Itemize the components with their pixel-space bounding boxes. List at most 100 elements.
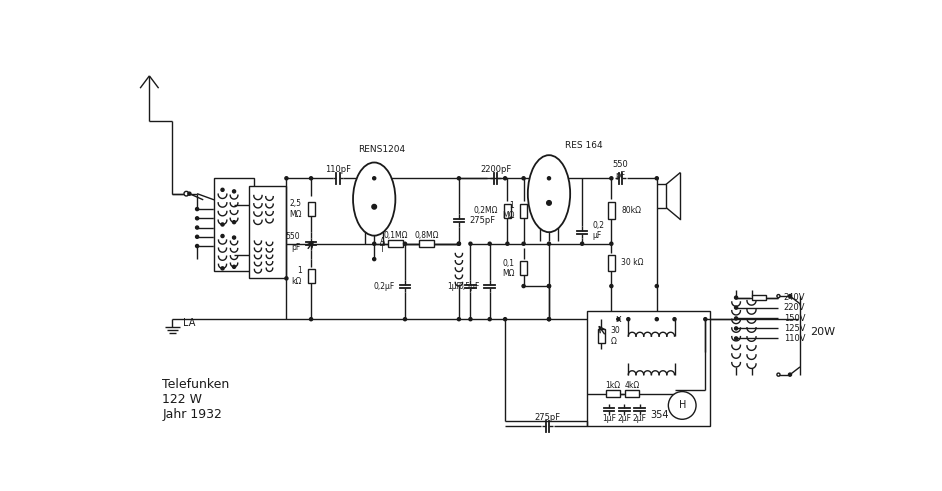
Circle shape <box>310 318 313 321</box>
Text: 1
MΩ: 1 MΩ <box>502 201 514 220</box>
Circle shape <box>488 242 491 246</box>
Circle shape <box>788 373 791 376</box>
Text: 20W: 20W <box>810 327 835 337</box>
Text: 110pF: 110pF <box>325 165 351 174</box>
Circle shape <box>196 226 199 229</box>
Circle shape <box>504 177 507 180</box>
Circle shape <box>184 191 188 196</box>
Circle shape <box>458 318 461 321</box>
Circle shape <box>458 242 461 246</box>
Bar <box>308 269 315 283</box>
Circle shape <box>196 235 199 238</box>
Text: H: H <box>678 401 686 410</box>
Text: 550
pF: 550 pF <box>285 232 300 252</box>
Circle shape <box>673 318 676 321</box>
Circle shape <box>284 177 288 180</box>
Circle shape <box>458 242 461 246</box>
Text: 0,1MΩ: 0,1MΩ <box>383 231 408 240</box>
Circle shape <box>403 318 407 321</box>
Text: 2200pF: 2200pF <box>480 165 512 174</box>
Circle shape <box>777 295 780 298</box>
Circle shape <box>469 318 472 321</box>
Circle shape <box>735 306 738 309</box>
Circle shape <box>233 220 236 224</box>
Circle shape <box>609 177 613 180</box>
Bar <box>608 254 615 272</box>
Circle shape <box>221 223 224 226</box>
Text: 1
kΩ: 1 kΩ <box>291 266 301 286</box>
Circle shape <box>668 391 696 419</box>
Text: 4kΩ: 4kΩ <box>625 381 640 390</box>
Ellipse shape <box>528 155 570 232</box>
Circle shape <box>233 236 236 239</box>
Circle shape <box>580 242 584 246</box>
Circle shape <box>196 208 199 211</box>
Circle shape <box>458 177 461 180</box>
Circle shape <box>522 284 525 288</box>
Circle shape <box>609 284 613 288</box>
Bar <box>504 204 511 218</box>
Bar <box>606 390 620 397</box>
Text: 30
Ω: 30 Ω <box>610 327 621 346</box>
Text: 0,2
μF: 0,2 μF <box>593 221 604 240</box>
Bar <box>520 261 528 275</box>
Circle shape <box>284 277 288 280</box>
Text: 0,8MΩ: 0,8MΩ <box>414 231 439 240</box>
Text: 0,2MΩ: 0,2MΩ <box>474 206 498 215</box>
Circle shape <box>372 204 377 209</box>
Text: 30 kΩ: 30 kΩ <box>622 258 644 268</box>
Circle shape <box>187 192 191 195</box>
Text: 550
pF: 550 pF <box>612 160 628 180</box>
Bar <box>214 178 254 271</box>
Circle shape <box>196 245 199 247</box>
Bar <box>419 240 434 247</box>
Text: RES 164: RES 164 <box>565 140 603 150</box>
Circle shape <box>403 242 407 246</box>
Circle shape <box>546 201 551 205</box>
Circle shape <box>547 242 550 246</box>
Circle shape <box>233 265 236 269</box>
Circle shape <box>373 177 376 180</box>
Text: LA: LA <box>184 318 196 328</box>
Circle shape <box>735 337 738 340</box>
Circle shape <box>373 242 376 246</box>
Circle shape <box>488 318 491 321</box>
Bar <box>598 329 605 343</box>
Bar <box>608 202 615 219</box>
Circle shape <box>735 317 738 320</box>
Text: 0,2μF: 0,2μF <box>374 281 395 291</box>
Ellipse shape <box>353 163 396 236</box>
Text: 354: 354 <box>650 410 669 420</box>
Text: 1μF: 1μF <box>602 414 616 423</box>
Circle shape <box>221 235 224 238</box>
Text: 275pF: 275pF <box>534 413 560 422</box>
Text: T: T <box>380 245 384 254</box>
Circle shape <box>656 284 658 288</box>
Circle shape <box>626 318 630 321</box>
Text: Telefunken
122 W
Jahr 1932: Telefunken 122 W Jahr 1932 <box>162 379 230 421</box>
Text: 80kΩ: 80kΩ <box>622 206 642 215</box>
Circle shape <box>617 318 620 321</box>
Text: 1kΩ: 1kΩ <box>606 381 621 390</box>
Circle shape <box>504 318 507 321</box>
Circle shape <box>506 242 509 246</box>
Text: 1μF: 1μF <box>447 281 462 291</box>
Circle shape <box>547 318 550 321</box>
Text: 0,5μF: 0,5μF <box>459 281 479 291</box>
Bar <box>587 311 710 426</box>
Circle shape <box>547 284 550 288</box>
Text: 110V: 110V <box>784 334 805 343</box>
Text: 2μF: 2μF <box>617 414 631 423</box>
Circle shape <box>233 190 236 193</box>
Circle shape <box>735 296 738 299</box>
Text: 150V: 150V <box>784 314 805 323</box>
Circle shape <box>547 177 550 180</box>
Text: RENS1204: RENS1204 <box>358 144 405 154</box>
Bar <box>388 240 403 247</box>
Circle shape <box>221 267 224 270</box>
Bar <box>250 186 286 278</box>
Circle shape <box>522 242 525 246</box>
Text: 0,1
MΩ: 0,1 MΩ <box>502 259 514 278</box>
Text: A: A <box>380 237 385 246</box>
Circle shape <box>788 295 791 298</box>
